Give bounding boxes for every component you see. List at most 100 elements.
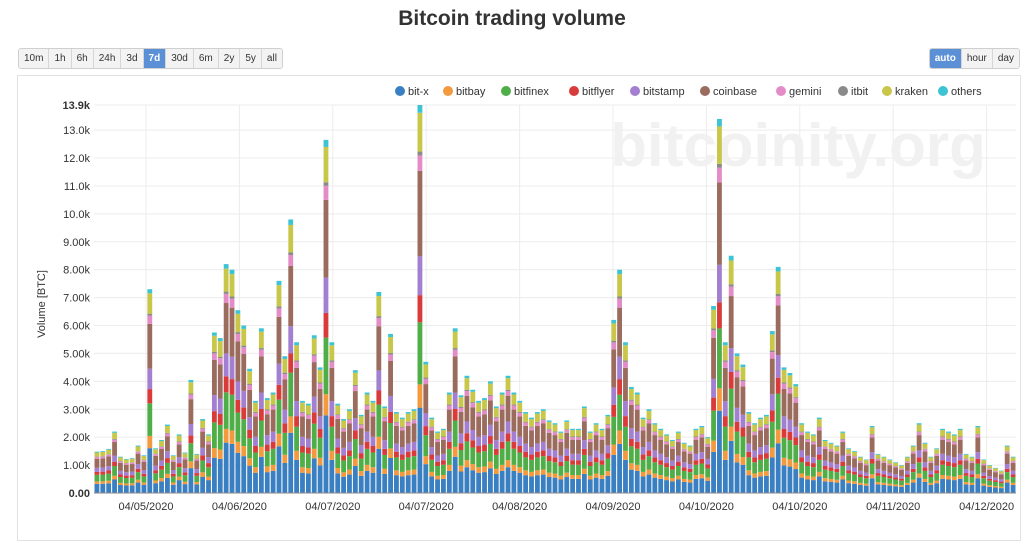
bar-segment-bitstamp	[705, 458, 711, 465]
bar-segment-others	[687, 445, 693, 447]
bar-segment-bitbay	[875, 482, 881, 485]
legend-item-bitbay[interactable]: bitbay	[443, 86, 486, 98]
bar-segment-kraken	[863, 460, 869, 464]
bar-segment-bitfinex	[675, 465, 681, 476]
bar-segment-gemini	[370, 412, 376, 417]
resolution-button-auto[interactable]: auto	[929, 49, 962, 68]
legend-item-bitstamp[interactable]: bitstamp	[630, 86, 685, 98]
bar-segment-itbit	[206, 441, 211, 443]
bar-segment-bitbay	[347, 469, 352, 475]
bar-segment-bitfinex	[987, 480, 992, 486]
range-button-6h[interactable]: 6h	[71, 49, 94, 68]
bar-segment-bit-x	[587, 479, 593, 493]
bar-segment-others	[781, 367, 787, 370]
bar-segment-others	[247, 368, 253, 372]
bar-segment-kraken	[476, 402, 482, 412]
legend-item-others[interactable]: others	[938, 86, 982, 98]
bar-segment-bitbay	[993, 485, 998, 488]
range-button-10m[interactable]: 10m	[19, 49, 50, 68]
resolution-buttons: auto hour day	[928, 48, 1020, 69]
range-button-30d[interactable]: 30d	[166, 49, 194, 68]
range-button-6m[interactable]: 6m	[193, 49, 219, 68]
bar-segment-bitbay	[916, 473, 922, 478]
bar-segment-bitbay	[476, 467, 482, 473]
bar-segment-others	[1004, 445, 1010, 447]
bar-segment-bitflyer	[810, 463, 816, 468]
bar-segment-gemini	[206, 442, 211, 445]
bar-segment-bitbay	[217, 449, 223, 459]
legend-item-gemini[interactable]: gemini	[776, 86, 821, 98]
bar-segment-others	[153, 448, 159, 450]
range-button-3d[interactable]: 3d	[121, 49, 144, 68]
bar-segment-bitflyer	[123, 475, 129, 479]
bar-segment-bitfinex	[769, 421, 775, 448]
bar-segment-coinbase	[675, 442, 681, 456]
legend-item-itbit[interactable]: itbit	[838, 86, 868, 98]
bar-segment-bit-x	[946, 479, 951, 493]
range-button-5y[interactable]: 5y	[240, 49, 262, 68]
bar-segment-bit-x	[441, 478, 446, 493]
bar-segment-coinbase	[916, 435, 922, 451]
bar-segment-gemini	[487, 395, 493, 401]
bar-segment-gemini	[998, 473, 1004, 475]
bar-segment-bitstamp	[1004, 464, 1010, 469]
bar-segment-kraken	[570, 430, 576, 437]
legend-item-bitflyer[interactable]: bitflyer	[569, 86, 615, 98]
range-button-24h[interactable]: 24h	[93, 49, 122, 68]
bar-segment-bitbay	[787, 459, 793, 467]
bar-segment-coinbase	[1004, 453, 1010, 465]
bar-segment-bitflyer	[441, 460, 446, 465]
bar-segment-bit-x	[94, 483, 100, 493]
bar-segment-itbit	[464, 389, 470, 391]
bar-segment-others	[981, 459, 987, 461]
bar-segment-bitfinex	[670, 469, 675, 479]
bar-segment-bitflyer	[946, 461, 951, 466]
bar-segment-bit-x	[323, 415, 329, 493]
bar-segment-bitstamp	[534, 443, 540, 452]
resolution-button-day[interactable]: day	[992, 49, 1019, 68]
bar-segment-bitfinex	[305, 453, 311, 468]
bar-segment-kraken	[129, 458, 135, 463]
bar-segment-bit-x	[405, 475, 411, 493]
bar-segment-bitstamp	[570, 453, 576, 461]
range-button-7d[interactable]: 7d	[143, 49, 167, 68]
bar-segment-bitfinex	[182, 475, 188, 482]
x-tick-label: 04/10/2020	[679, 501, 734, 513]
bar-segment-bitbay	[899, 485, 904, 487]
bar-segment-coinbase	[670, 448, 675, 461]
legend-item-kraken[interactable]: kraken	[882, 86, 928, 98]
range-button-2y[interactable]: 2y	[218, 49, 241, 68]
bar-segment-bitfinex	[652, 462, 658, 474]
bar-segment-coinbase	[975, 437, 981, 453]
bar-segment-bitstamp	[822, 460, 828, 466]
bar-segment-gemini	[493, 417, 499, 422]
legend-item-bitfinex[interactable]: bitfinex	[501, 86, 549, 98]
bar-segment-bitfinex	[423, 435, 429, 457]
bar-segment-itbit	[646, 419, 652, 421]
y-tick-label: 13.0k	[63, 125, 90, 137]
bar-segment-bitbay	[376, 436, 382, 449]
bar-segment-bitflyer	[505, 433, 511, 442]
bar-segment-bitbay	[740, 457, 746, 465]
bar-segment-itbit	[376, 316, 382, 319]
bar-segment-kraken	[241, 328, 247, 346]
resolution-button-hour[interactable]: hour	[961, 49, 993, 68]
bar-segment-coinbase	[611, 349, 617, 388]
bar-segment-bitfinex	[288, 372, 294, 417]
bar-segment-others	[123, 458, 129, 460]
bar-segment-gemini	[276, 308, 282, 317]
bar-segment-bit-x	[200, 476, 206, 493]
range-button-all[interactable]: all	[261, 49, 282, 68]
bar-segment-bitbay	[141, 482, 147, 485]
bar-segment-itbit	[200, 427, 206, 429]
bar-segment-gemini	[599, 437, 605, 440]
bar-segment-bit-x	[464, 467, 470, 493]
bar-segment-itbit	[593, 431, 599, 433]
bar-segment-bitflyer	[517, 446, 523, 453]
bar-segment-bitfinex	[711, 410, 716, 441]
bar-segment-gemini	[176, 442, 182, 445]
bar-segment-others	[564, 420, 570, 422]
legend-item-coinbase[interactable]: coinbase	[700, 86, 757, 98]
legend-item-bit-x[interactable]: bit-x	[395, 86, 429, 98]
range-button-1h[interactable]: 1h	[49, 49, 72, 68]
